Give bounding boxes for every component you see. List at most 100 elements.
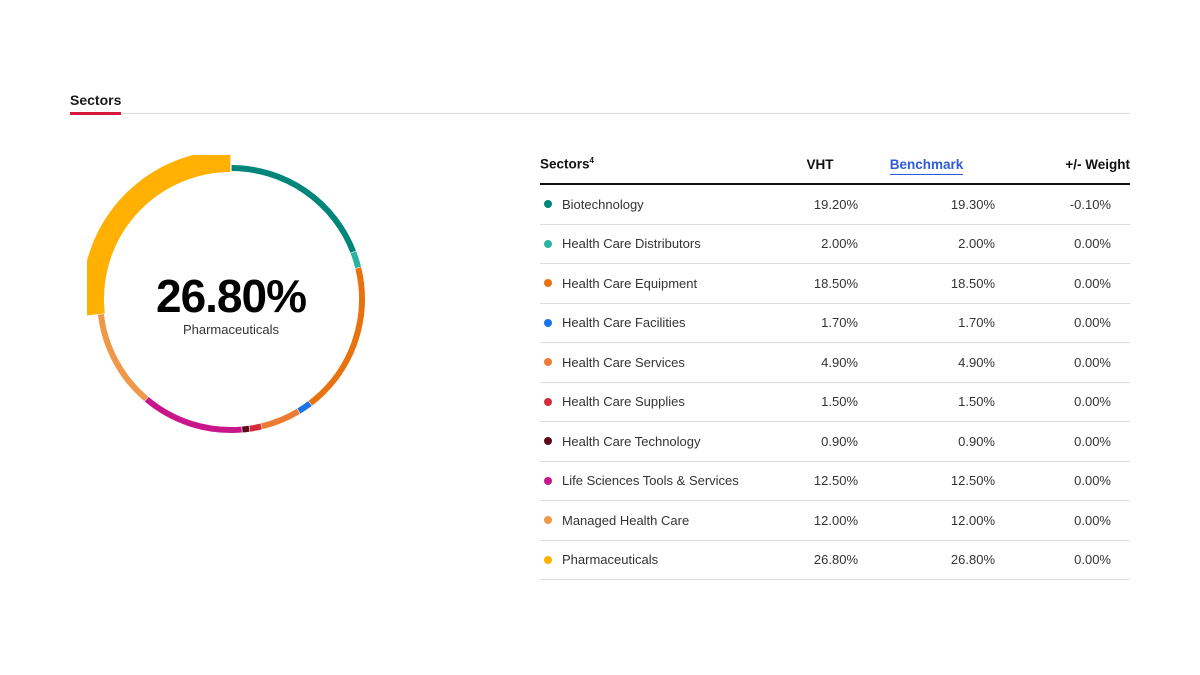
header-benchmark: Benchmark [858,145,995,185]
donut-slice-health-care-distributors[interactable] [350,251,362,269]
tab-bar: Sectors [70,90,1130,115]
weight-value: 0.00% [995,500,1130,541]
weight-value: 0.00% [995,421,1130,462]
slice-separator [246,416,252,441]
donut-center-value: 26.80% [155,270,307,322]
vht-value: 12.00% [782,500,858,541]
legend-dot [544,318,552,327]
table-row: Managed Health Care 12.00% 12.00% 0.00% [540,500,1130,541]
sector-name: Health Care Services [562,354,685,370]
sectors-table: Sectors4 VHT Benchmark +/- Weight Biotec… [540,145,1130,580]
benchmark-value: 18.50% [858,263,995,304]
vht-value: 1.50% [782,382,858,422]
header-sectors: Sectors4 [540,145,782,185]
donut-slice-health-care-equipment[interactable] [308,267,365,406]
table-row: Health Care Supplies 1.50% 1.50% 0.00% [540,382,1130,422]
sector-name-cell: Health Care Services [540,342,782,383]
sector-name: Life Sciences Tools & Services [562,473,739,489]
donut-slice-life-sciences-tools-services[interactable] [144,396,242,433]
vht-value: 26.80% [782,540,858,580]
benchmark-link[interactable]: Benchmark [889,156,964,175]
sector-name: Health Care Facilities [562,315,686,331]
sector-name-cell: Managed Health Care [540,500,782,541]
sector-name-cell: Life Sciences Tools & Services [540,461,782,501]
sector-name-cell: Health Care Supplies [540,382,782,422]
benchmark-value: 26.80% [858,540,995,580]
slice-separator [341,247,365,258]
vht-value: 1.70% [782,303,858,343]
legend-dot [544,555,552,564]
footnote-marker: 4 [589,156,594,166]
weight-value: 0.00% [995,224,1130,264]
benchmark-value: 2.00% [858,224,995,264]
sector-name-cell: Health Care Equipment [540,263,782,304]
donut-center-label: Pharmaceuticals [182,322,280,337]
benchmark-value: 12.00% [858,500,995,541]
benchmark-value: 12.50% [858,461,995,501]
slice-separator [346,264,371,272]
benchmark-value: 1.50% [858,382,995,422]
legend-dot [544,437,552,446]
table-row: Pharmaceuticals 26.80% 26.80% 0.00% [540,540,1130,580]
table-row: Health Care Equipment 18.50% 18.50% 0.00% [540,263,1130,304]
legend-dot [544,200,552,209]
weight-value: 0.00% [995,382,1130,422]
table-row: Health Care Facilities 1.70% 1.70% 0.00% [540,303,1130,343]
legend-dot [544,397,552,406]
vht-value: 2.00% [782,224,858,264]
sector-name: Biotechnology [562,196,644,212]
sector-name-cell: Health Care Facilities [540,303,782,343]
slice-separator [88,311,113,316]
legend-dot [544,239,552,248]
vht-value: 19.20% [782,184,858,225]
sector-donut-chart: 26.80% Pharmaceuticals [87,155,375,443]
donut-slice-health-care-facilities[interactable] [296,401,312,414]
sector-name: Managed Health Care [562,512,690,528]
sector-name: Health Care Supplies [562,394,685,410]
donut-slice-managed-health-care[interactable] [97,313,149,402]
header-weight: +/- Weight [995,145,1130,185]
weight-value: -0.10% [995,184,1130,225]
vht-value: 12.50% [782,461,858,501]
slice-separator [257,414,265,439]
sector-name-cell: Health Care Distributors [540,224,782,264]
weight-value: 0.00% [995,342,1130,383]
weight-value: 0.00% [995,540,1130,580]
benchmark-value: 1.70% [858,303,995,343]
tab-sectors[interactable]: Sectors [70,92,122,115]
sector-name: Health Care Equipment [562,275,698,291]
sector-name-cell: Health Care Technology [540,421,782,462]
sector-name-cell: Pharmaceuticals [540,540,782,580]
weight-value: 0.00% [995,461,1130,501]
benchmark-value: 4.90% [858,342,995,383]
donut-svg [87,155,371,442]
donut-slice-health-care-supplies[interactable] [248,423,262,432]
benchmark-value: 0.90% [858,421,995,462]
legend-dot [544,358,552,367]
table-row: Biotechnology 19.20% 19.30% -0.10% [540,184,1130,225]
table-header-row: Sectors4 VHT Benchmark +/- Weight [540,145,1130,185]
legend-dot [544,476,552,485]
vht-value: 18.50% [782,263,858,304]
legend-dot [544,516,552,525]
donut-slice-biotechnology[interactable] [230,165,357,254]
weight-value: 0.00% [995,303,1130,343]
table-row: Life Sciences Tools & Services 12.50% 12.5… [540,461,1130,501]
header-vht: VHT [782,145,858,185]
benchmark-value: 19.30% [858,184,995,225]
sector-name: Health Care Technology [562,433,701,449]
sector-name: Health Care Distributors [562,236,701,252]
sector-name: Pharmaceuticals [562,552,659,568]
vht-value: 0.90% [782,421,858,462]
donut-slice-pharmaceuticals[interactable] [87,155,232,316]
table-row: Health Care Services 4.90% 4.90% 0.00% [540,342,1130,383]
donut-slice-health-care-services[interactable] [260,408,300,430]
sector-name-cell: Biotechnology [540,184,782,225]
table-row: Health Care Technology 0.90% 0.90% 0.00% [540,421,1130,462]
slice-separator [302,393,318,414]
table-row: Health Care Distributors 2.00% 2.00% 0.00% [540,224,1130,264]
legend-dot [544,279,552,288]
slice-separator [291,400,306,422]
vht-value: 4.90% [782,342,858,383]
donut-slice-health-care-technology[interactable] [241,425,250,433]
